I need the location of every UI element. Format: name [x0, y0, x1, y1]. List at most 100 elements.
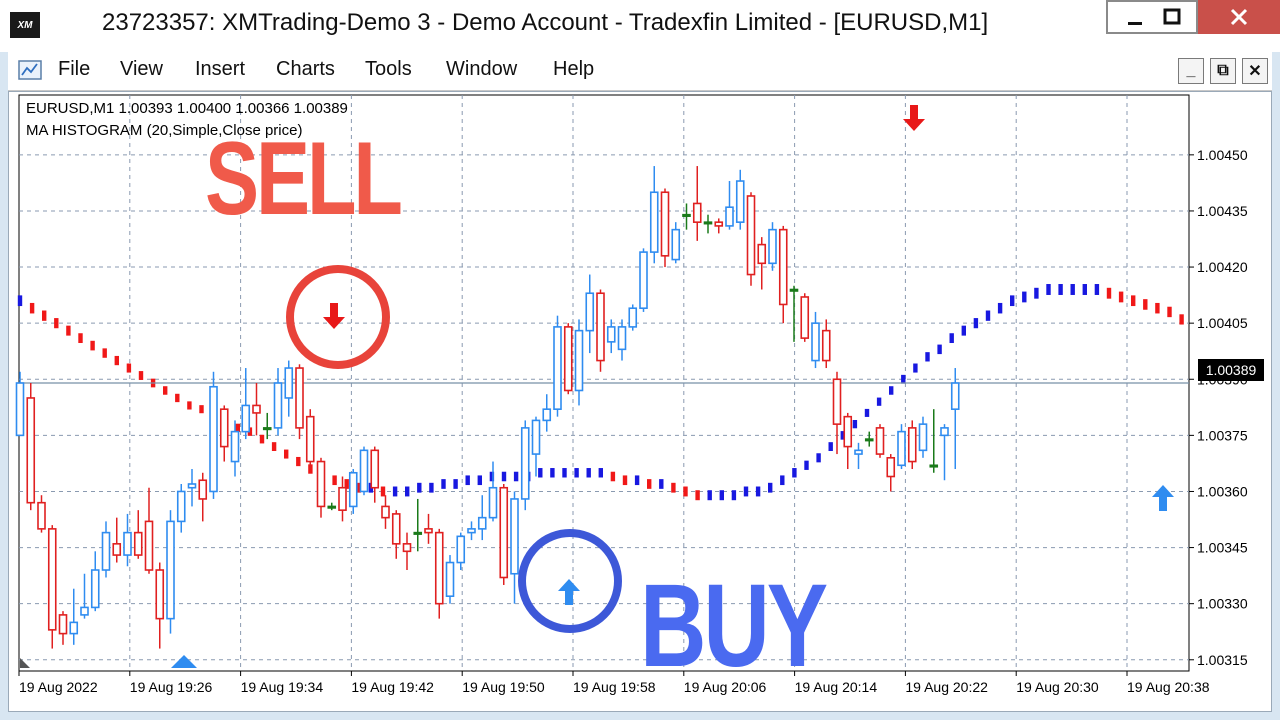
- candle-body: [241, 404, 251, 433]
- candle-body: [520, 427, 530, 500]
- candle-body: [26, 397, 36, 504]
- candle-body: [778, 228, 788, 306]
- close-button[interactable]: [1198, 0, 1280, 34]
- candle-body: [123, 531, 132, 556]
- ma-histogram-bar: [477, 475, 482, 486]
- y-tick-label: 1.00450: [1197, 147, 1248, 163]
- ma-histogram-bar: [126, 363, 132, 373]
- candle-body: [832, 378, 842, 425]
- ma-histogram-bar: [1058, 284, 1063, 295]
- ma-histogram-bar: [755, 486, 761, 497]
- chart-window[interactable]: [8, 91, 1272, 712]
- candle-body: [811, 322, 820, 362]
- menu-view[interactable]: View: [120, 58, 163, 80]
- ma-histogram-bar: [937, 344, 942, 355]
- candle-body: [133, 531, 143, 556]
- candle-body: [768, 228, 777, 265]
- ma-histogram-bar: [441, 479, 446, 489]
- ma-histogram-bar: [392, 486, 398, 497]
- candle-body: [488, 486, 498, 519]
- ma-histogram-bar: [622, 475, 628, 486]
- candle-body: [176, 490, 186, 523]
- symbol-info-line: EURUSD,M1 1.00393 1.00400 1.00366 1.0038…: [26, 100, 348, 117]
- ma-histogram-bar: [804, 460, 809, 470]
- mdi-restore-button[interactable]: ⧉: [1210, 58, 1236, 84]
- ma-histogram-bar: [538, 468, 543, 478]
- ma-histogram-bar: [961, 325, 966, 336]
- candle-body: [510, 498, 519, 575]
- candle-body: [445, 561, 455, 597]
- candle-body: [166, 520, 175, 620]
- menu-charts[interactable]: Charts: [276, 58, 335, 80]
- y-tick-label: 1.00345: [1197, 540, 1248, 556]
- ma-histogram-bar: [102, 348, 107, 358]
- candle-body: [789, 288, 799, 292]
- ma-histogram-bar: [913, 363, 918, 373]
- ma-histogram-bar: [296, 456, 301, 467]
- menu-window[interactable]: Window: [446, 58, 518, 80]
- menu-help[interactable]: Help: [553, 58, 595, 80]
- y-tick-label: 1.00315: [1197, 652, 1248, 668]
- candle-body: [15, 382, 25, 437]
- ma-histogram-bar: [695, 490, 700, 501]
- candle-body: [574, 329, 584, 392]
- indicator-info-line: MA HISTOGRAM (20,Simple,Close price): [26, 122, 303, 139]
- ma-histogram-bar: [453, 479, 458, 489]
- candle-body: [918, 423, 928, 452]
- ma-histogram-bar: [187, 401, 192, 410]
- ma-histogram-bar: [78, 333, 83, 344]
- ma-histogram-bar: [417, 482, 422, 493]
- ma-histogram-bar: [344, 479, 349, 489]
- ma-histogram-bar: [114, 355, 119, 366]
- x-tick-label: 19 Aug 20:22: [905, 679, 988, 695]
- maximize-button[interactable]: [1148, 0, 1198, 34]
- ma-histogram-bar: [235, 423, 240, 433]
- candle-body: [843, 415, 853, 448]
- candle-body: [37, 501, 46, 530]
- mdi-minimize-button[interactable]: _: [1178, 58, 1204, 84]
- ma-histogram-bar: [1167, 306, 1172, 318]
- menu-tools[interactable]: Tools: [365, 58, 412, 80]
- ma-histogram-bar: [1034, 287, 1039, 299]
- y-tick-label: 1.00420: [1197, 259, 1248, 275]
- candle-body: [671, 228, 681, 261]
- ma-histogram-bar: [259, 434, 265, 444]
- menu-insert[interactable]: Insert: [195, 58, 246, 80]
- ma-histogram-bar: [465, 475, 470, 486]
- x-tick-label: 19 Aug 19:50: [462, 679, 545, 695]
- ma-histogram-bar: [864, 408, 870, 417]
- candle-body: [80, 606, 89, 616]
- ma-histogram-bar: [1094, 284, 1100, 295]
- chart-window-icon[interactable]: [18, 59, 42, 81]
- candle-body: [262, 427, 272, 431]
- buy-annotation: BUY: [640, 560, 828, 692]
- x-tick-label: 19 Aug 19:58: [573, 679, 656, 695]
- ma-histogram-bar: [780, 475, 785, 486]
- ma-histogram-bar: [1131, 295, 1136, 307]
- scroll-marker-icon: [20, 658, 30, 668]
- candle-body: [219, 408, 229, 448]
- candle-body: [757, 243, 767, 265]
- ma-histogram-bar: [1143, 299, 1148, 310]
- title-bar: XM 23723357: XMTrading-Demo 3 - Demo Acc…: [0, 0, 1280, 52]
- minimize-icon: [1128, 22, 1142, 25]
- x-tick-label: 19 Aug 19:26: [130, 679, 213, 695]
- buy-arrow-icon: [1152, 485, 1174, 511]
- menu-file[interactable]: File: [58, 58, 91, 80]
- ma-histogram-bar: [901, 374, 906, 384]
- ma-histogram-bar: [973, 318, 979, 329]
- sell-arrow-icon: [323, 303, 345, 329]
- ma-histogram-bar: [90, 340, 95, 351]
- candle-body: [929, 464, 939, 468]
- ma-histogram-bar: [792, 468, 797, 478]
- candle-body: [531, 419, 541, 455]
- candle-body: [585, 292, 595, 332]
- candle-body: [381, 505, 390, 519]
- candle-body: [348, 471, 358, 508]
- candle-body: [230, 430, 240, 463]
- ma-histogram-bar: [175, 393, 180, 403]
- price-chart[interactable]: 1.004501.004351.004201.004051.003901.003…: [8, 91, 1272, 712]
- mdi-close-button[interactable]: ✕: [1242, 58, 1268, 84]
- ma-histogram-bar: [985, 310, 991, 321]
- ma-histogram-bar: [1155, 302, 1160, 314]
